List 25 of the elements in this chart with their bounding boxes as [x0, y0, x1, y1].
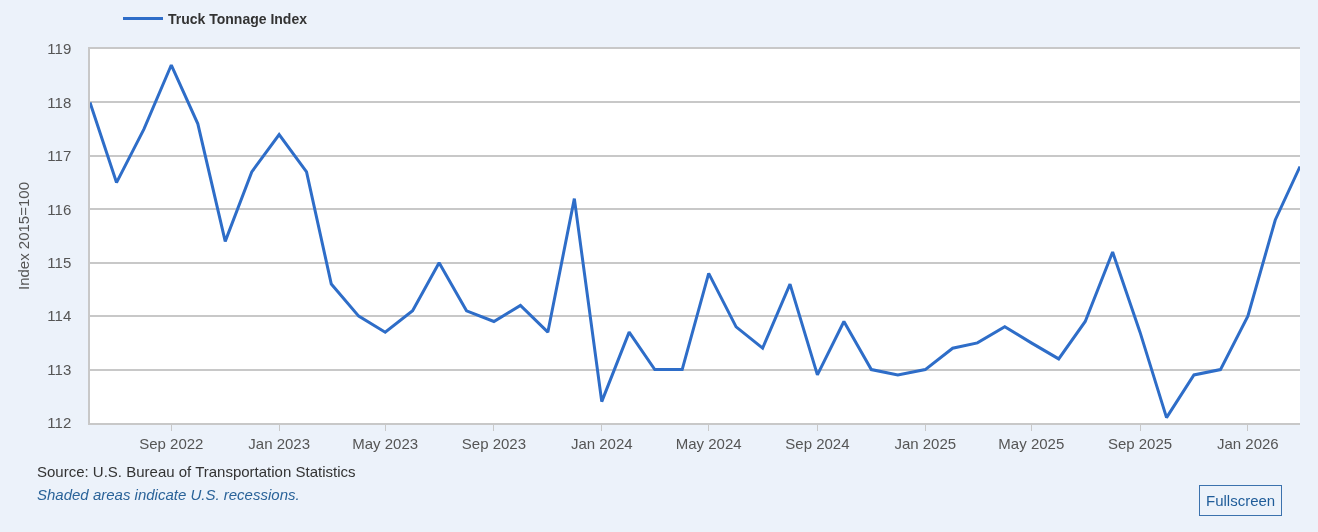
x-tick-label: Jan 2024	[570, 434, 633, 452]
y-tick-label: 114	[47, 307, 72, 325]
x-tick-label: Sep 2025	[1107, 434, 1173, 452]
line-series	[90, 63, 1300, 420]
text: Shaded areas indicate U.S. recessions.	[37, 486, 300, 503]
x-tick-label: Sep 2024	[785, 434, 850, 452]
y-tick-label: 113	[47, 360, 72, 378]
y-tick-label: 112	[47, 414, 72, 432]
x-tick-label: May 2025	[998, 434, 1065, 452]
y-tick-label: 118	[47, 93, 72, 111]
x-tick-label: Jan 2023	[248, 434, 311, 452]
x-tick-label: May 2023	[352, 434, 419, 452]
x-tick-label: Jan 2025	[894, 434, 957, 452]
y-tick-label: 115	[47, 253, 72, 271]
x-tick-label: Sep 2022	[139, 434, 204, 452]
y-tick-label: 117	[47, 147, 72, 165]
x-tick-label: May 2024	[675, 434, 742, 452]
text: Fullscreen	[1206, 492, 1276, 509]
x-tick-label: Jan 2026	[1216, 434, 1279, 452]
source-note: Source: U.S. Bureau of Transportation Statistics	[37, 463, 356, 480]
x-tick-label: Sep 2023	[461, 434, 527, 452]
legend-label: Truck Tonnage Index	[168, 11, 308, 28]
y-axis-title: Index 2015=100	[15, 181, 33, 291]
y-tick-label: 119	[47, 40, 72, 58]
y-tick-label: 116	[47, 200, 72, 218]
